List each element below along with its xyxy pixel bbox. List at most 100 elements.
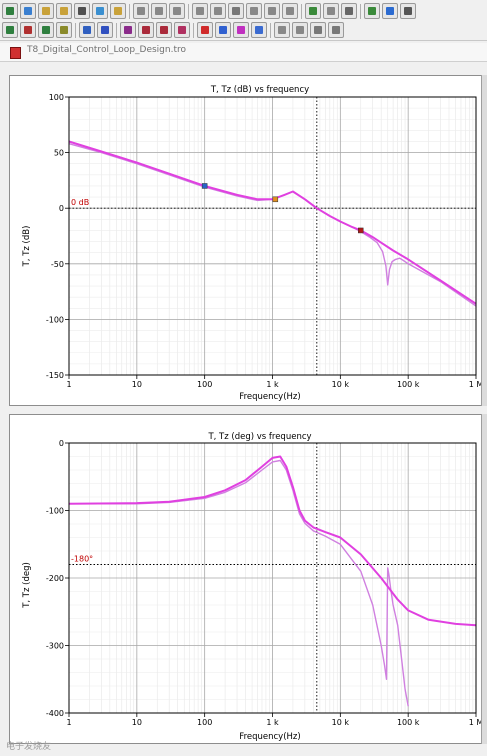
toolbar-button[interactable] (197, 22, 213, 38)
y-tick-label: -100 (46, 507, 64, 516)
toolbar-separator (301, 3, 302, 19)
x-axis-label: Frequency(Hz) (239, 392, 300, 402)
magnitude-chart-panel: T, Tz (dB) vs frequency Frequency(Hz) T,… (9, 75, 487, 406)
toolbar-button[interactable] (20, 3, 36, 19)
x-tick-label: 1 M (469, 718, 484, 727)
chart-title: T, Tz (deg) vs frequency (207, 432, 311, 442)
reference-line-label: -180° (71, 555, 93, 564)
toolbar-button[interactable] (74, 3, 90, 19)
toolbar-separator (129, 3, 130, 19)
series-line (68, 455, 477, 627)
toolbar-button[interactable] (323, 3, 339, 19)
y-tick-label: -150 (46, 371, 64, 380)
toolbar-button[interactable] (92, 3, 108, 19)
panel-edge (481, 414, 487, 744)
y-axis-label: T, Tz (deg) (22, 562, 32, 609)
x-tick-label: 100 (197, 718, 212, 727)
toolbar-button[interactable] (328, 22, 344, 38)
x-tick-label: 100 k (397, 718, 420, 727)
x-tick-label: 1 (66, 718, 71, 727)
toolbar (0, 0, 487, 41)
x-tick-label: 10 k (332, 718, 350, 727)
plot-frame (68, 442, 477, 714)
x-tick-label: 1 (66, 380, 71, 389)
toolbar-button[interactable] (210, 3, 226, 19)
toolbar-button[interactable] (215, 22, 231, 38)
toolbar-button[interactable] (156, 22, 172, 38)
toolbar-button[interactable] (228, 3, 244, 19)
toolbar-separator (188, 3, 189, 19)
plot-area (65, 96, 477, 379)
x-tick-label: 100 (197, 380, 212, 389)
toolbar-button[interactable] (120, 22, 136, 38)
toolbar-button[interactable] (400, 3, 416, 19)
x-tick-label: 1 M (469, 380, 484, 389)
toolbar-button[interactable] (233, 22, 249, 38)
toolbar-button[interactable] (364, 3, 380, 19)
y-tick-label: -400 (46, 709, 64, 718)
toolbar-button[interactable] (310, 22, 326, 38)
magnitude-chart: T, Tz (dB) vs frequency Frequency(Hz) T,… (22, 85, 484, 402)
x-tick-label: 1 k (266, 718, 279, 727)
toolbar-button[interactable] (274, 22, 290, 38)
toolbar-button[interactable] (151, 3, 167, 19)
panel-edge (481, 75, 487, 406)
data-marker (201, 183, 208, 189)
toolbar-button[interactable] (2, 3, 18, 19)
toolbar-button[interactable] (110, 3, 126, 19)
toolbar-separator (193, 22, 194, 38)
data-marker (358, 227, 364, 234)
document-tab[interactable] (0, 43, 487, 62)
y-tick-label: -300 (46, 642, 64, 651)
toolbar-row-1 (2, 2, 418, 20)
x-tick-label: 10 (132, 380, 142, 389)
toolbar-button[interactable] (192, 3, 208, 19)
plot-frame (68, 96, 477, 376)
toolbar-button[interactable] (133, 3, 149, 19)
phase-chart: T, Tz (deg) vs frequency Frequency(Hz) T… (22, 432, 484, 742)
x-tick-label: 10 (132, 718, 142, 727)
x-tick-label: 10 k (332, 380, 350, 389)
y-tick-label: -100 (46, 315, 64, 324)
y-axis-label: T, Tz (dB) (22, 226, 32, 268)
toolbar-button[interactable] (56, 22, 72, 38)
toolbar-button[interactable] (2, 22, 18, 38)
toolbar-button[interactable] (341, 3, 357, 19)
toolbar-separator (360, 3, 361, 19)
toolbar-button[interactable] (20, 22, 36, 38)
document-title: T8_Digital_Control_Loop_Design.tro (27, 45, 186, 55)
toolbar-button[interactable] (282, 3, 298, 19)
series-line (69, 459, 409, 707)
toolbar-separator (270, 22, 271, 38)
toolbar-button[interactable] (382, 3, 398, 19)
document-icon (10, 47, 21, 59)
reference-line-label: 0 dB (71, 198, 89, 207)
toolbar-button[interactable] (174, 22, 190, 38)
series-line (68, 140, 477, 305)
toolbar-button[interactable] (251, 22, 267, 38)
y-tick-label: -50 (51, 260, 64, 269)
toolbar-button[interactable] (38, 3, 54, 19)
toolbar-separator (116, 22, 117, 38)
x-tick-label: 1 k (266, 380, 279, 389)
phase-chart-panel: T, Tz (deg) vs frequency Frequency(Hz) T… (9, 414, 487, 744)
toolbar-button[interactable] (246, 3, 262, 19)
y-tick-label: 50 (54, 149, 64, 158)
plot-area (65, 442, 477, 717)
toolbar-button[interactable] (79, 22, 95, 38)
toolbar-button[interactable] (292, 22, 308, 38)
toolbar-button[interactable] (97, 22, 113, 38)
x-tick-label: 100 k (397, 380, 420, 389)
toolbar-button[interactable] (38, 22, 54, 38)
toolbar-button[interactable] (56, 3, 72, 19)
toolbar-button[interactable] (264, 3, 280, 19)
toolbar-button[interactable] (169, 3, 185, 19)
watermark: 电子发烧友 (6, 742, 52, 752)
toolbar-button[interactable] (305, 3, 321, 19)
toolbar-button[interactable] (138, 22, 154, 38)
data-marker (272, 196, 279, 203)
chart-title: T, Tz (dB) vs frequency (210, 85, 309, 95)
y-tick-label: 0 (59, 439, 64, 448)
toolbar-separator (75, 22, 76, 38)
y-tick-label: 0 (59, 204, 64, 213)
